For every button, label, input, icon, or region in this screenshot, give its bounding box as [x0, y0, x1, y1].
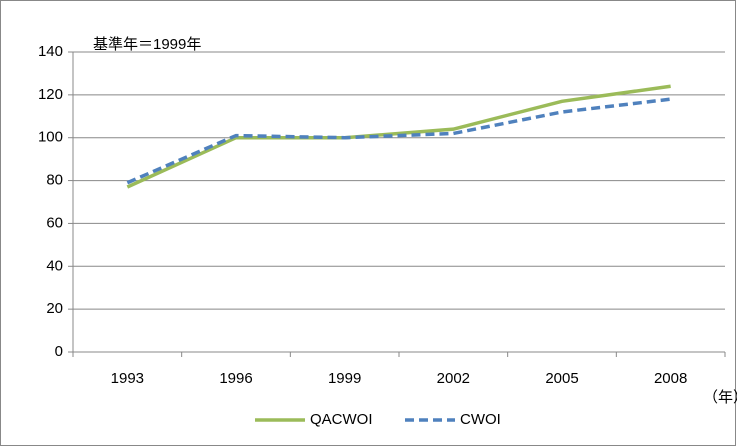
y-tick-label: 20 — [46, 300, 63, 317]
y-tick-label: 100 — [38, 129, 63, 146]
x-tick-label: 1999 — [328, 370, 361, 387]
y-tick-label: 140 — [38, 43, 63, 60]
x-unit-label: （年） — [703, 389, 737, 406]
x-tick-label: 2008 — [654, 370, 687, 387]
y-tick-label: 80 — [46, 172, 63, 189]
series-line — [126, 97, 671, 185]
y-tick-label: 40 — [46, 257, 63, 274]
annotation: 基準年＝1999年 — [93, 36, 201, 53]
x-tick-label: 2002 — [437, 370, 470, 387]
y-tick-label: 120 — [38, 86, 63, 103]
series-line — [126, 84, 671, 189]
x-tick-label: 1993 — [111, 370, 144, 387]
y-tick-label: 60 — [46, 214, 63, 231]
y-tick-label: 0 — [55, 343, 63, 360]
legend-label: QACWOI — [310, 411, 373, 428]
legend-label: CWOI — [460, 411, 501, 428]
x-tick-label: 1996 — [219, 370, 252, 387]
x-tick-label: 2005 — [545, 370, 578, 387]
